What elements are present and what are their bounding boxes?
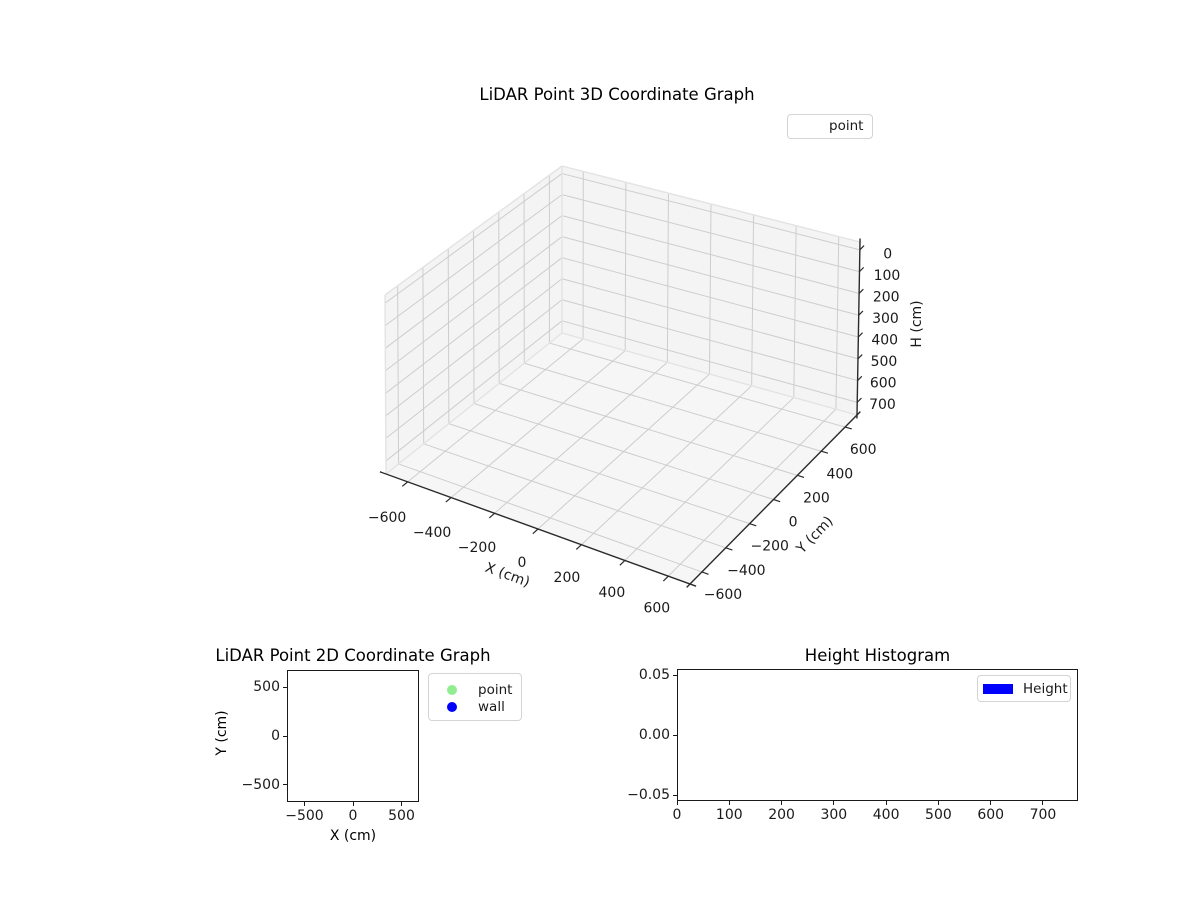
x-tick-label: 600 xyxy=(977,807,1005,823)
y-tick-label: −500 xyxy=(241,776,280,793)
x-tick xyxy=(833,801,835,805)
x-tick xyxy=(990,801,992,805)
legend-label-point: point xyxy=(829,118,864,134)
x-tick-label: 0 xyxy=(348,808,358,824)
histogram-legend: Height xyxy=(977,675,1071,702)
plot2d-legend: point wall xyxy=(428,673,522,721)
y-tick-label: −400 xyxy=(727,563,765,579)
y-tick xyxy=(283,686,287,688)
x-tick xyxy=(781,801,783,805)
plot2d-plot-area xyxy=(287,670,419,802)
plot3d-yaxis-label: Y (cm) xyxy=(793,513,837,557)
x-tick xyxy=(303,802,305,806)
x-tick-label: 100 xyxy=(715,807,743,823)
z-tick-label: 0 xyxy=(883,247,892,263)
legend-item-wall: wall xyxy=(447,698,511,715)
x-tick xyxy=(676,801,678,805)
y-tick xyxy=(283,784,287,786)
y-tick-label: 500 xyxy=(253,679,280,696)
legend-item-point: point xyxy=(447,681,513,698)
y-tick-label: 0.00 xyxy=(638,727,670,743)
y-tick-label: 600 xyxy=(850,442,877,458)
x-tick-label: −400 xyxy=(413,525,451,541)
plot3d-zaxis-label: H (cm) xyxy=(909,300,925,347)
x-tick-label: −200 xyxy=(458,540,496,556)
plot3d-legend: point xyxy=(787,114,873,139)
x-tick-label: 400 xyxy=(872,807,900,823)
x-tick xyxy=(937,801,939,805)
legend-label-point: point xyxy=(478,681,513,698)
y-tick-label: −600 xyxy=(704,587,742,603)
y-tick-label: −200 xyxy=(751,539,789,555)
x-tick-label: 200 xyxy=(554,570,581,586)
x-tick-label: 600 xyxy=(643,600,670,616)
z-tick-label: 400 xyxy=(871,333,898,349)
histogram-title: Height Histogram xyxy=(804,646,951,665)
x-tick-label: −500 xyxy=(285,808,324,824)
legend-label-wall: wall xyxy=(478,698,505,715)
z-tick-label: 700 xyxy=(869,397,896,413)
x-tick xyxy=(885,801,887,805)
x-tick-label: 0 xyxy=(517,555,526,571)
x-tick xyxy=(401,802,403,806)
height-swatch-icon xyxy=(983,683,1013,694)
x-tick-label: 300 xyxy=(820,807,848,823)
legend-label-height: Height xyxy=(1023,680,1068,697)
y-tick-label: 0 xyxy=(789,515,798,531)
y-tick xyxy=(673,674,677,676)
x-tick xyxy=(728,801,730,805)
x-tick-label: 700 xyxy=(1029,807,1057,823)
y-tick-label: 0.05 xyxy=(638,667,670,683)
x-tick-label: 500 xyxy=(925,807,952,823)
z-tick-label: 500 xyxy=(871,354,898,370)
plot2d-xaxis-label: X (cm) xyxy=(329,828,377,844)
point-marker-icon xyxy=(447,684,457,695)
z-tick-label: 600 xyxy=(870,376,897,392)
x-tick xyxy=(1042,801,1044,805)
x-tick-label: 0 xyxy=(672,807,682,823)
y-tick xyxy=(283,735,287,737)
y-tick xyxy=(673,734,677,736)
x-tick-label: −600 xyxy=(368,510,406,526)
wall-marker-icon xyxy=(447,701,457,712)
x-tick-label: 200 xyxy=(768,807,795,823)
y-tick xyxy=(673,794,677,796)
x-tick-label: 500 xyxy=(388,808,415,824)
x-tick-label: 400 xyxy=(598,585,625,601)
x-tick xyxy=(352,802,354,806)
y-tick-label: 200 xyxy=(803,490,830,506)
y-tick-label: 400 xyxy=(826,466,853,482)
z-tick-label: 200 xyxy=(873,290,900,306)
plot2d-title: LiDAR Point 2D Coordinate Graph xyxy=(215,646,491,665)
y-tick-label: 0 xyxy=(271,728,280,744)
z-tick-label: 300 xyxy=(872,311,899,327)
plot3d-title: LiDAR Point 3D Coordinate Graph xyxy=(479,85,755,104)
z-tick-label: 100 xyxy=(874,268,901,284)
y-tick-label: −0.05 xyxy=(627,787,670,803)
